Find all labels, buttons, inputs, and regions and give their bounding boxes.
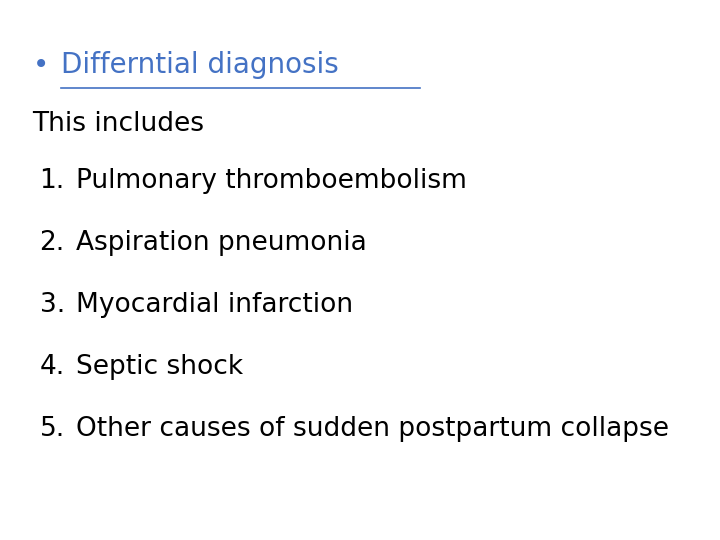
Text: This includes: This includes	[32, 111, 204, 137]
Text: Differntial diagnosis: Differntial diagnosis	[61, 51, 339, 79]
Text: 3.: 3.	[40, 292, 65, 318]
Text: Myocardial infarction: Myocardial infarction	[76, 292, 353, 318]
Text: 5.: 5.	[40, 416, 65, 442]
Text: 1.: 1.	[40, 168, 65, 194]
Text: Other causes of sudden postpartum collapse: Other causes of sudden postpartum collap…	[76, 416, 669, 442]
Text: Aspiration pneumonia: Aspiration pneumonia	[76, 230, 366, 256]
Text: 2.: 2.	[40, 230, 65, 256]
Text: •: •	[32, 51, 49, 79]
Text: Septic shock: Septic shock	[76, 354, 243, 380]
Text: Pulmonary thromboembolism: Pulmonary thromboembolism	[76, 168, 467, 194]
Text: 4.: 4.	[40, 354, 65, 380]
